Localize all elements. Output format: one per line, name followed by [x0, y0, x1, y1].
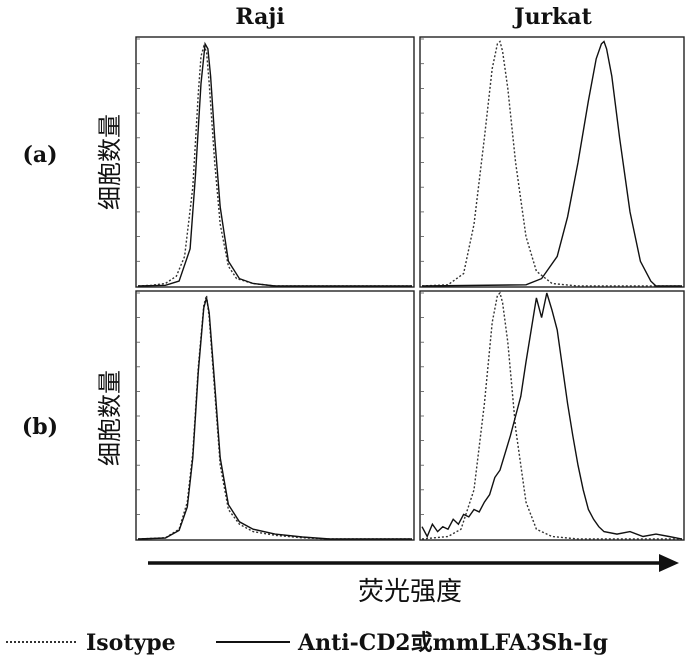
y-axis-label-bottom: 细胞数量	[96, 370, 124, 466]
panel-a-raji-anti-curve	[137, 41, 412, 287]
legend-isotype-label: Isotype	[86, 630, 176, 656]
panel-a-raji-isotype-curve	[137, 44, 412, 287]
x-axis-arrow-head	[659, 554, 679, 572]
panel-a-raji-frame	[135, 36, 415, 288]
panel-b-raji-frame	[135, 290, 415, 541]
panel-b-jurkat-anti-curve	[421, 292, 683, 540]
legend-anti-label: Anti-CD2或mmLFA3Sh-Ig	[297, 630, 608, 656]
x-axis-label: 荧光强度	[358, 577, 462, 607]
column-title-jurkat: Jurkat	[512, 4, 592, 30]
y-axis-label-top: 细胞数量	[96, 114, 124, 210]
panel-a-jurkat-frame	[419, 36, 685, 288]
panel-a-jurkat-isotype-curve	[421, 40, 682, 287]
panel-b-raji-anti-curve	[137, 297, 412, 540]
row-label-a: (a)	[22, 142, 57, 168]
panel-b-jurkat-isotype-curve	[421, 291, 682, 540]
row-label-b: (b)	[22, 414, 58, 440]
panel-a-jurkat-anti-curve	[421, 40, 682, 287]
column-title-raji: Raji	[235, 4, 284, 30]
panel-b-jurkat-frame	[419, 290, 685, 541]
panel-curves	[136, 38, 683, 540]
